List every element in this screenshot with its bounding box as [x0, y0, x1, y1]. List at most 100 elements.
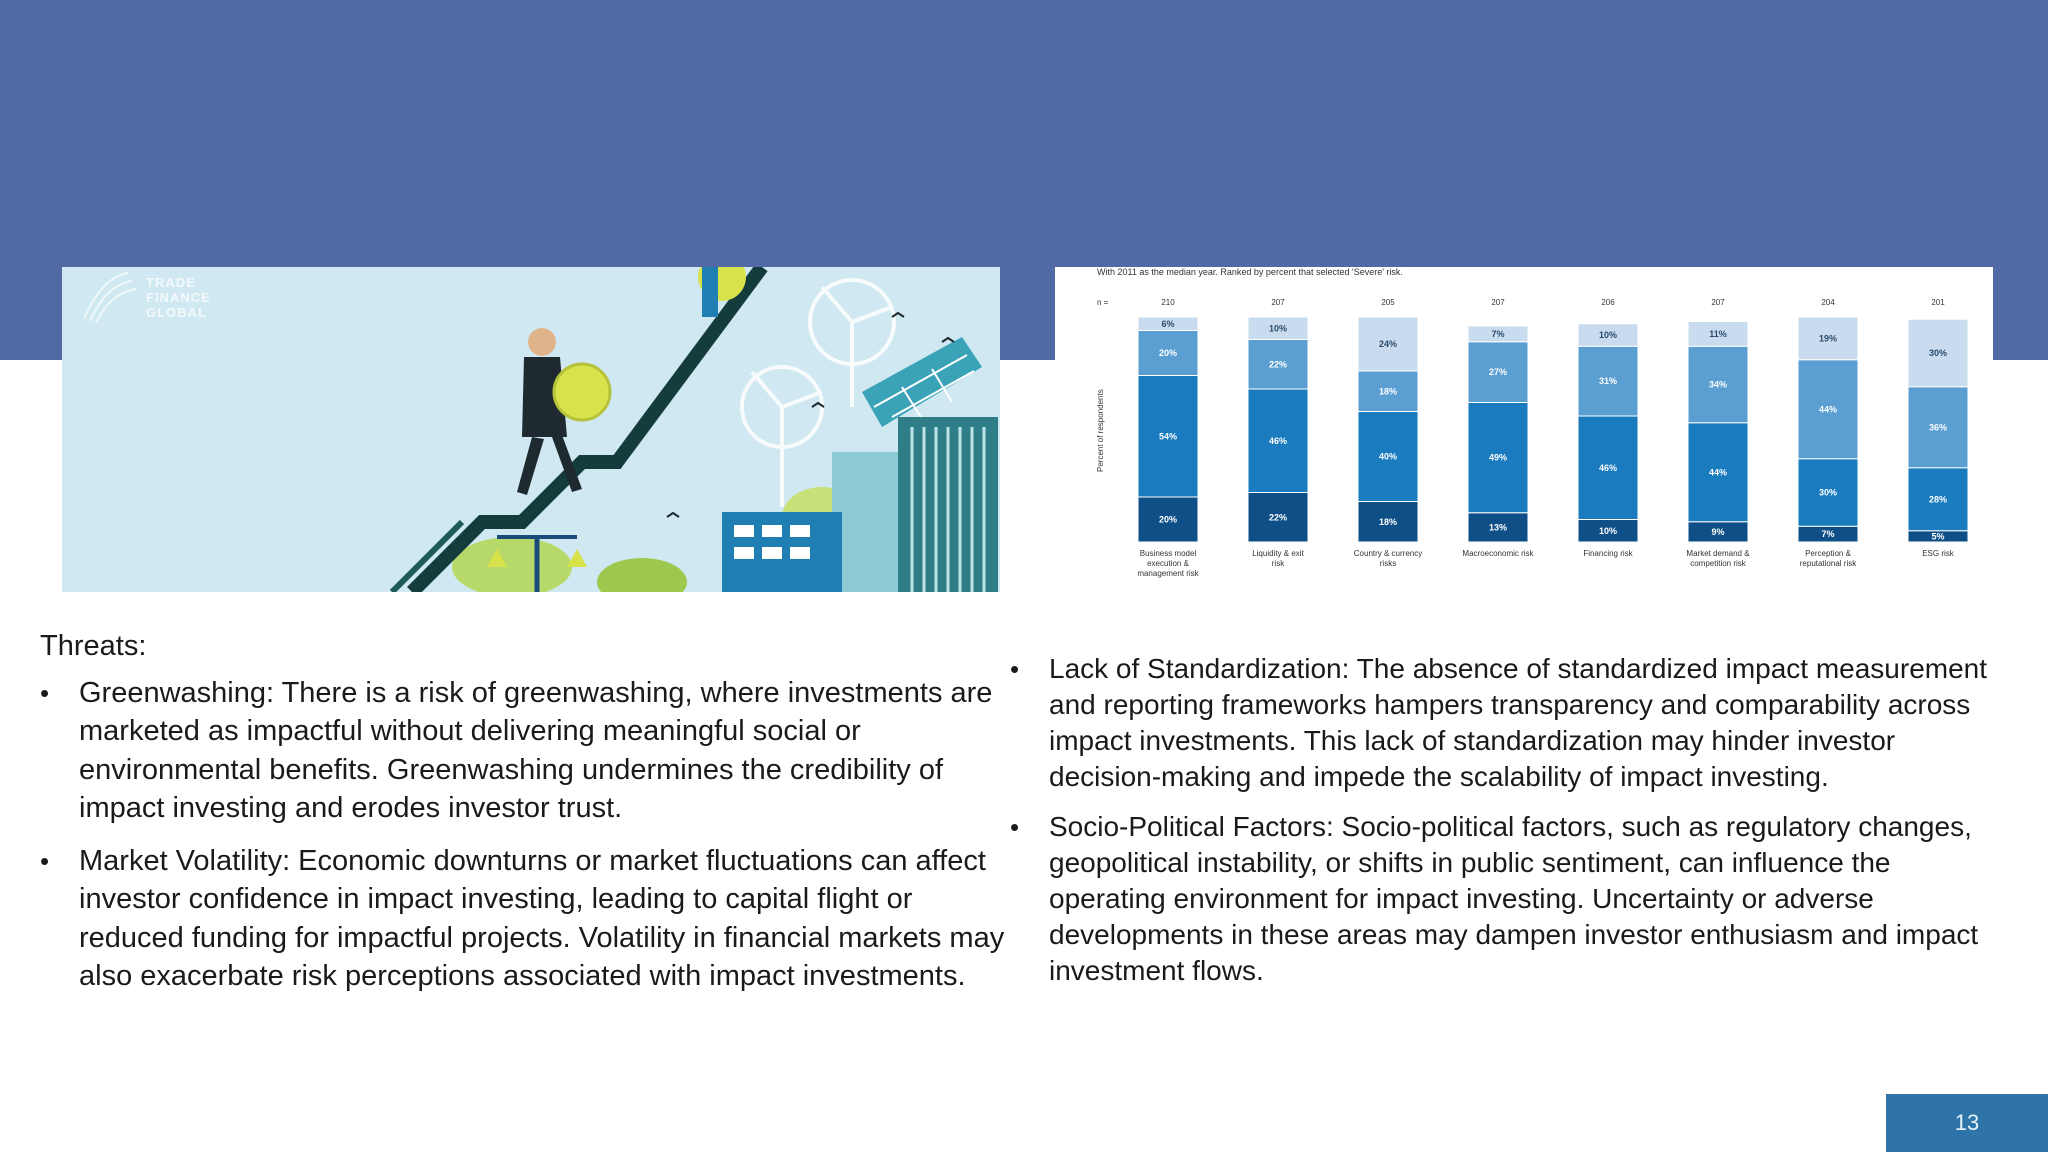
- bar-segment: [1137, 375, 1199, 498]
- bullet: •: [40, 845, 50, 876]
- bar-segment: [1357, 411, 1419, 502]
- birds-icon: [666, 311, 955, 518]
- y-axis-label: Percent of respondents: [1096, 389, 1105, 472]
- logo-line: GLOBAL: [146, 305, 207, 320]
- category-label: management risk: [1137, 569, 1199, 578]
- threat-greenwashing: Greenwashing: There is a risk of greenwa…: [79, 676, 993, 825]
- bar-segment: [1137, 330, 1199, 376]
- data-label: 44%: [1709, 467, 1727, 477]
- bar-segment: [1797, 316, 1859, 361]
- bar-segment: [1577, 415, 1639, 520]
- data-label: 7%: [1821, 529, 1834, 539]
- bar-segment: [1907, 386, 1969, 469]
- data-label: 46%: [1269, 436, 1287, 446]
- bullet: •: [40, 677, 50, 708]
- bar-segment: [1907, 318, 1969, 388]
- n-value: 205: [1381, 298, 1395, 307]
- threats-right-column: • Lack of Standardization: The absence o…: [1010, 651, 2000, 1003]
- data-label: 22%: [1269, 359, 1287, 369]
- bar-segment: [1137, 316, 1199, 331]
- category-label: ESG risk: [1922, 549, 1955, 558]
- data-label: 34%: [1709, 380, 1727, 390]
- logo-mark-icon: [83, 272, 137, 324]
- bar-segment: [1247, 339, 1309, 390]
- threat-socio-political-factors: Socio-Political Factors: Socio-political…: [1049, 811, 1979, 986]
- data-label: 54%: [1159, 431, 1177, 441]
- bar-segment: [1137, 496, 1199, 543]
- bar-segment: [1357, 316, 1419, 372]
- illustration-svg: [83, 267, 998, 592]
- threats-left-column: Threats: • Greenwashing: There is a risk…: [40, 627, 1010, 1010]
- data-label: 9%: [1711, 527, 1724, 537]
- data-label: 10%: [1269, 323, 1287, 333]
- data-label: 6%: [1161, 319, 1174, 329]
- balance-scale-icon: [487, 535, 587, 592]
- bar-segment: [1687, 321, 1749, 347]
- data-label: 5%: [1931, 531, 1944, 541]
- data-label: 46%: [1599, 463, 1617, 473]
- list-item: • Market Volatility: Economic downturns …: [40, 842, 1010, 996]
- data-label: 20%: [1159, 348, 1177, 358]
- wind-turbine-icon: [740, 278, 896, 507]
- businessman-climbing-icon: [517, 267, 746, 495]
- category-label: competition risk: [1690, 559, 1747, 568]
- bar-segment: [1467, 341, 1529, 403]
- bar-segment: [1907, 467, 1969, 532]
- bar-segment: [1247, 388, 1309, 493]
- category-label: reputational risk: [1800, 559, 1857, 568]
- data-label: 19%: [1819, 333, 1837, 343]
- data-label: 30%: [1929, 348, 1947, 358]
- data-label: 27%: [1489, 367, 1507, 377]
- data-label: 18%: [1379, 386, 1397, 396]
- bar-segment: [1797, 458, 1859, 527]
- page-number: 13: [1886, 1094, 2048, 1152]
- n-value: 204: [1821, 298, 1835, 307]
- gold-coin-icon: [552, 362, 612, 422]
- n-label: n =: [1097, 298, 1109, 307]
- n-value: 210: [1161, 298, 1175, 307]
- bullet: •: [1010, 812, 1020, 842]
- data-label: 30%: [1819, 488, 1837, 498]
- office-building-icon: [722, 512, 842, 592]
- solar-building-icon: [832, 337, 998, 592]
- n-value: 207: [1711, 298, 1725, 307]
- list-item: • Lack of Standardization: The absence o…: [1010, 651, 2000, 795]
- n-value: 207: [1271, 298, 1285, 307]
- logo-line: TRADE: [146, 275, 196, 290]
- list-item: • Socio-Political Factors: Socio-politic…: [1010, 809, 2000, 989]
- threat-market-volatility: Market Volatility: Economic downturns or…: [79, 844, 1005, 993]
- bar-segment: [1467, 512, 1529, 543]
- staircase-line: [407, 267, 768, 592]
- threats-left-list: • Greenwashing: There is a risk of green…: [40, 674, 1010, 996]
- trade-finance-global-logo: TRADE FINANCE GLOBAL: [146, 275, 211, 320]
- bar-segment: [1247, 316, 1309, 340]
- data-label: 24%: [1379, 339, 1397, 349]
- n-value: 201: [1931, 298, 1945, 307]
- data-label: 22%: [1269, 512, 1287, 522]
- data-label: 10%: [1599, 330, 1617, 340]
- bar-segment: [1467, 402, 1529, 514]
- category-label: risk: [1272, 559, 1285, 568]
- data-label: 28%: [1929, 494, 1947, 504]
- threat-lack-of-standardization: Lack of Standardization: The absence of …: [1049, 653, 1988, 792]
- data-label: 18%: [1379, 517, 1397, 527]
- category-label: Market demand &: [1686, 549, 1750, 558]
- category-label: execution &: [1147, 559, 1189, 568]
- bar-segment: [1687, 422, 1749, 523]
- category-label: Macroeconomic risk: [1462, 549, 1534, 558]
- threats-right-list: • Lack of Standardization: The absence o…: [1010, 651, 2000, 989]
- category-label: Business model: [1140, 549, 1197, 558]
- bar-segment: [1467, 325, 1529, 343]
- n-value: 207: [1491, 298, 1505, 307]
- category-label: Liquidity & exit: [1252, 549, 1304, 558]
- data-label: 13%: [1489, 522, 1507, 532]
- bullet: •: [1010, 654, 1020, 684]
- category-label: risks: [1380, 559, 1396, 568]
- n-value: 206: [1601, 298, 1615, 307]
- threats-heading: Threats:: [40, 630, 147, 662]
- data-label: 7%: [1491, 329, 1504, 339]
- data-label: 40%: [1379, 452, 1397, 462]
- bar-segment: [1357, 370, 1419, 412]
- data-label: 44%: [1819, 404, 1837, 414]
